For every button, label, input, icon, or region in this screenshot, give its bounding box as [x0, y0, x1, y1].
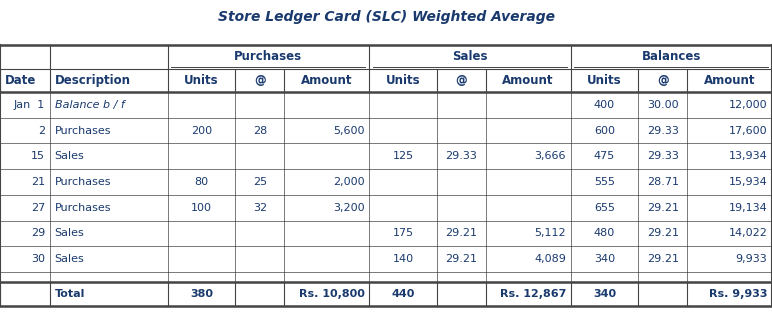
Text: Sales: Sales — [452, 51, 488, 63]
Text: 29.21: 29.21 — [445, 254, 477, 264]
Text: Purchases: Purchases — [55, 126, 111, 136]
Text: 600: 600 — [594, 126, 615, 136]
Text: 9,933: 9,933 — [736, 254, 767, 264]
Text: 3,666: 3,666 — [534, 151, 566, 161]
Text: Balances: Balances — [642, 51, 701, 63]
Text: 555: 555 — [594, 177, 615, 187]
Text: 29.33: 29.33 — [647, 126, 679, 136]
Text: 340: 340 — [594, 254, 615, 264]
Text: Store Ledger Card (SLC) Weighted Average: Store Ledger Card (SLC) Weighted Average — [218, 10, 554, 24]
Text: Purchases: Purchases — [55, 203, 111, 213]
Text: @: @ — [455, 74, 467, 87]
Text: 29.21: 29.21 — [647, 203, 679, 213]
Text: Rs. 12,867: Rs. 12,867 — [499, 289, 566, 299]
Text: Rs. 10,800: Rs. 10,800 — [299, 289, 364, 299]
Text: @: @ — [254, 74, 266, 87]
Text: 475: 475 — [594, 151, 615, 161]
Text: 80: 80 — [195, 177, 208, 187]
Text: 28: 28 — [252, 126, 267, 136]
Text: 30.00: 30.00 — [647, 100, 679, 110]
Text: 2,000: 2,000 — [333, 177, 364, 187]
Text: Balance b / f: Balance b / f — [55, 100, 124, 110]
Text: Rs. 9,933: Rs. 9,933 — [709, 289, 767, 299]
Text: 380: 380 — [190, 289, 213, 299]
Text: Purchases: Purchases — [55, 177, 111, 187]
Text: Amount: Amount — [503, 74, 554, 87]
Text: 29.21: 29.21 — [647, 228, 679, 238]
Text: 340: 340 — [593, 289, 616, 299]
Text: 3,200: 3,200 — [333, 203, 364, 213]
Text: 175: 175 — [392, 228, 414, 238]
Text: 17,600: 17,600 — [729, 126, 767, 136]
Text: 15,934: 15,934 — [729, 177, 767, 187]
Text: 125: 125 — [392, 151, 414, 161]
Text: 21: 21 — [31, 177, 46, 187]
Text: Description: Description — [55, 74, 130, 87]
Text: Sales: Sales — [55, 151, 84, 161]
Text: Jan  1: Jan 1 — [14, 100, 46, 110]
Text: 29.21: 29.21 — [647, 254, 679, 264]
Text: 15: 15 — [31, 151, 46, 161]
Text: Units: Units — [185, 74, 218, 87]
Text: 2: 2 — [38, 126, 46, 136]
Text: 28.71: 28.71 — [647, 177, 679, 187]
Text: 30: 30 — [31, 254, 46, 264]
Text: 29.21: 29.21 — [445, 228, 477, 238]
Text: Amount: Amount — [704, 74, 755, 87]
Text: 440: 440 — [391, 289, 415, 299]
Text: Total: Total — [55, 289, 85, 299]
Text: 32: 32 — [252, 203, 267, 213]
Text: 655: 655 — [594, 203, 615, 213]
Text: 400: 400 — [594, 100, 615, 110]
Text: 5,600: 5,600 — [333, 126, 364, 136]
Text: Date: Date — [5, 74, 36, 87]
Text: 29.33: 29.33 — [445, 151, 477, 161]
Text: 25: 25 — [252, 177, 267, 187]
Text: 140: 140 — [392, 254, 414, 264]
Text: 12,000: 12,000 — [729, 100, 767, 110]
Text: 100: 100 — [191, 203, 212, 213]
Text: 19,134: 19,134 — [729, 203, 767, 213]
Text: 14,022: 14,022 — [729, 228, 767, 238]
Text: 200: 200 — [191, 126, 212, 136]
Text: Units: Units — [386, 74, 420, 87]
Text: Sales: Sales — [55, 254, 84, 264]
Text: 29.33: 29.33 — [647, 151, 679, 161]
Text: Sales: Sales — [55, 228, 84, 238]
Text: 27: 27 — [31, 203, 46, 213]
Text: Purchases: Purchases — [234, 51, 303, 63]
Text: 13,934: 13,934 — [729, 151, 767, 161]
Text: @: @ — [657, 74, 669, 87]
Text: Amount: Amount — [301, 74, 353, 87]
Text: 4,089: 4,089 — [534, 254, 566, 264]
Text: 480: 480 — [594, 228, 615, 238]
Text: 5,112: 5,112 — [534, 228, 566, 238]
Text: Units: Units — [587, 74, 621, 87]
Text: 29: 29 — [31, 228, 46, 238]
